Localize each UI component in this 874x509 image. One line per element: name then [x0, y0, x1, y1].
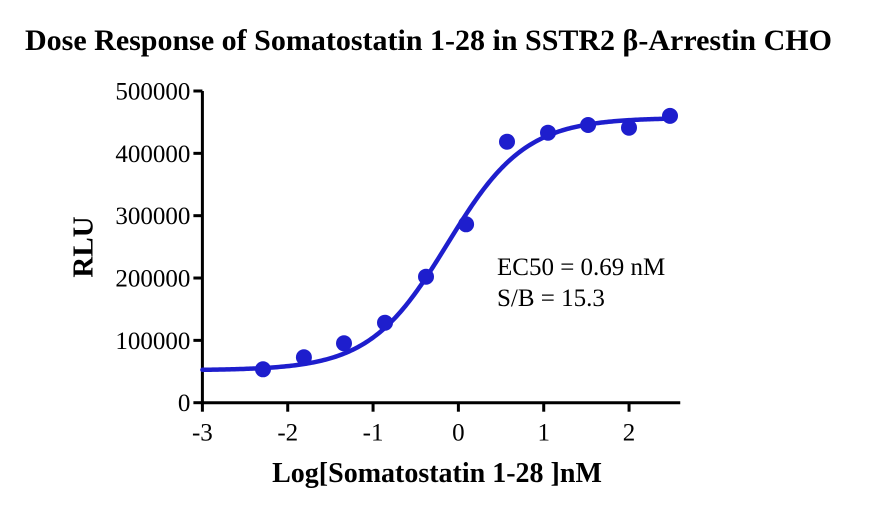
data-point: [418, 268, 434, 285]
data-point: [458, 216, 475, 233]
data-point: [255, 361, 271, 378]
data-point: [540, 124, 556, 141]
x-axis-label: Log[Somatostatin 1-28 ]nM: [272, 458, 602, 489]
ec50-value: EC50 = 0.69 nM: [497, 254, 666, 281]
dose-response-curve: [200, 116, 674, 373]
data-point: [580, 117, 597, 133]
data-point: [499, 133, 515, 150]
data-point: [377, 314, 393, 331]
x-tick-label: 0: [452, 420, 465, 447]
x-tick-label: 1: [537, 420, 550, 447]
y-tick-label: 0: [178, 390, 191, 417]
x-tick-label: -1: [363, 420, 384, 447]
axis-tick-labels: 0 100000 200000 300000 400000 500000 -3 -2 -1 0 1 2: [115, 79, 635, 447]
data-point: [662, 107, 678, 124]
y-tick-label: 100000: [115, 328, 190, 355]
y-tick-label: 400000: [115, 141, 190, 168]
y-tick-label: 500000: [115, 79, 190, 106]
data-point: [336, 335, 352, 352]
axes: [193, 89, 681, 412]
signal-to-background-value: S/B = 15.3: [497, 285, 605, 312]
fit-results-annotation: EC50 = 0.69 nM S/B = 15.3: [497, 252, 665, 314]
data-point: [621, 119, 637, 136]
fit-curve: [200, 116, 674, 373]
data-points: [255, 107, 678, 378]
x-tick-label: -2: [277, 420, 298, 447]
x-tick-label: 2: [623, 420, 636, 447]
data-point: [295, 349, 312, 366]
chart-title: Dose Response of Somatostatin 1-28 in SS…: [25, 24, 832, 57]
y-tick-label: 200000: [115, 266, 190, 293]
y-tick-label: 300000: [115, 203, 190, 230]
x-tick-label: -3: [192, 420, 213, 447]
